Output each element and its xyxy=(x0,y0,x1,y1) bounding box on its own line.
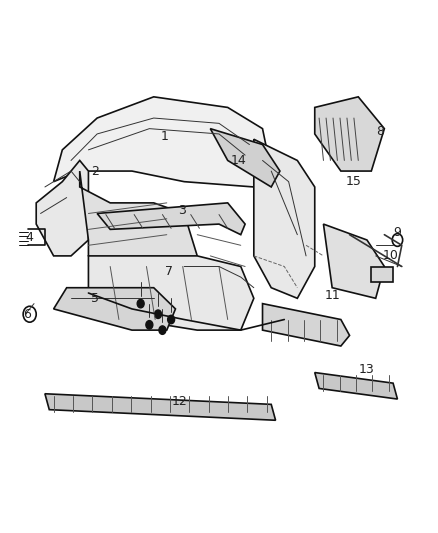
Polygon shape xyxy=(323,224,385,298)
Text: 2: 2 xyxy=(91,165,99,177)
Text: 14: 14 xyxy=(231,154,247,167)
Polygon shape xyxy=(45,394,276,420)
Text: 13: 13 xyxy=(359,364,375,376)
Polygon shape xyxy=(254,139,315,298)
Text: 9: 9 xyxy=(393,225,401,239)
Text: 1: 1 xyxy=(161,130,169,143)
Polygon shape xyxy=(97,203,245,235)
Text: 12: 12 xyxy=(172,395,188,408)
Polygon shape xyxy=(36,160,88,256)
Text: 4: 4 xyxy=(26,231,34,244)
Circle shape xyxy=(168,316,175,324)
Circle shape xyxy=(155,310,162,318)
Polygon shape xyxy=(88,256,254,330)
Polygon shape xyxy=(53,288,176,330)
Polygon shape xyxy=(210,128,280,187)
Text: 6: 6 xyxy=(24,308,32,321)
Text: 10: 10 xyxy=(383,249,399,262)
Polygon shape xyxy=(315,373,397,399)
Text: 3: 3 xyxy=(178,204,186,217)
Polygon shape xyxy=(315,97,385,171)
Circle shape xyxy=(159,326,166,334)
Circle shape xyxy=(146,320,153,329)
Polygon shape xyxy=(80,171,197,277)
Polygon shape xyxy=(371,266,393,282)
Text: 11: 11 xyxy=(324,289,340,302)
Text: 15: 15 xyxy=(346,175,362,188)
Text: 7: 7 xyxy=(165,265,173,278)
Polygon shape xyxy=(53,97,271,187)
Text: 8: 8 xyxy=(376,125,384,138)
Polygon shape xyxy=(262,304,350,346)
Text: 5: 5 xyxy=(91,292,99,305)
Circle shape xyxy=(137,300,144,308)
